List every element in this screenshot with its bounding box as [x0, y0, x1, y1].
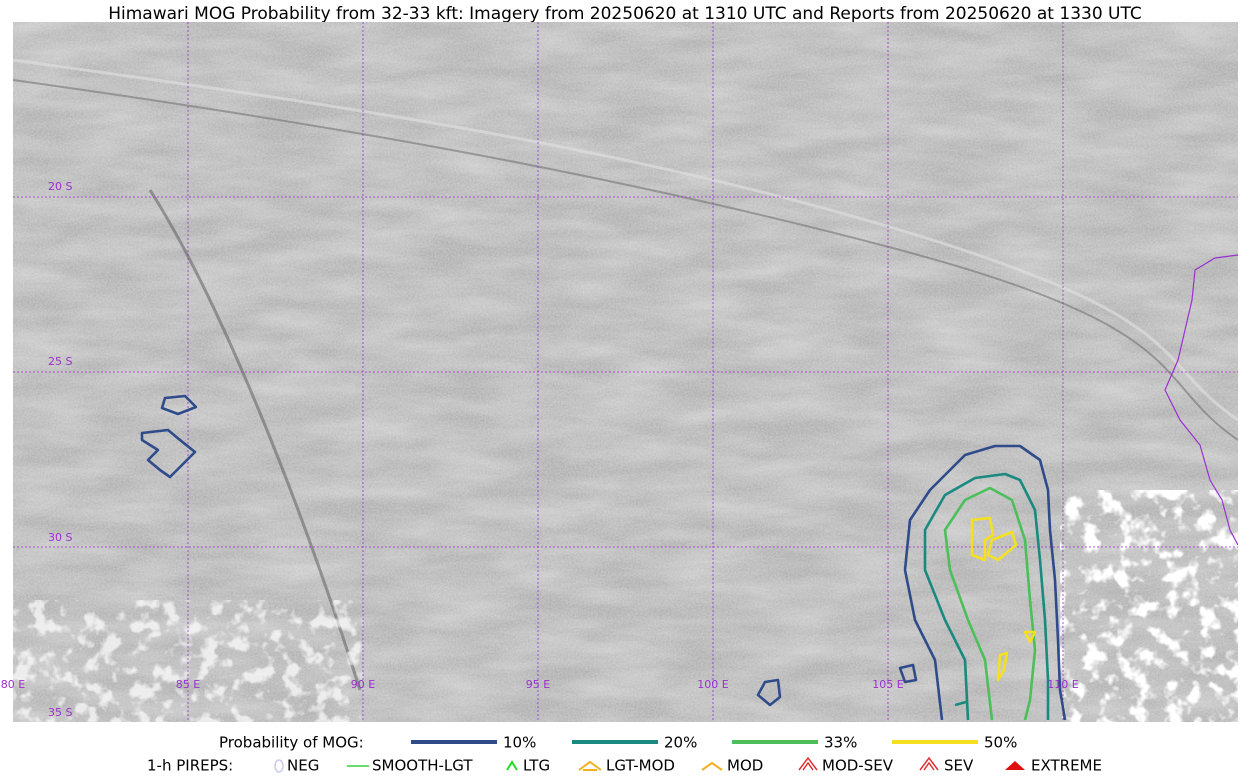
neg-icon [274, 759, 284, 773]
contour-20 [923, 472, 1050, 721]
map [13, 22, 1238, 722]
legend-item: SEV [944, 757, 974, 775]
legend-item: LGT-MOD [606, 757, 675, 775]
legend-title: Probability of MOG: [219, 734, 364, 752]
contour-10 [140, 394, 198, 479]
title: Himawari MOG Probability from 32-33 kft:… [108, 4, 1142, 24]
legend-title: 1-h PIREPS: [147, 757, 233, 775]
contour-50 [970, 516, 1037, 682]
legend-item: 20% [664, 734, 697, 752]
extreme-icon [1005, 761, 1025, 770]
legend-item: MOD [727, 757, 763, 775]
lon-label: 105 E [872, 678, 903, 691]
lat-label: 25 S [48, 355, 72, 368]
jet-streak [13, 58, 1238, 422]
lgt-mod-icon [578, 760, 602, 771]
legend-item: LTG [523, 757, 550, 775]
legend-item: 33% [824, 734, 857, 752]
lat-label: 20 S [48, 180, 72, 193]
lon-label: 95 E [526, 678, 550, 691]
coastline [1164, 254, 1238, 546]
contour-10 [756, 663, 918, 707]
probability-contours [140, 394, 1067, 721]
lon-label: 80 E [1, 678, 25, 691]
sev-icon [919, 756, 939, 771]
lat-label: 30 S [48, 531, 72, 544]
mod-sev-icon [798, 756, 818, 771]
legend-item: MOD-SEV [822, 757, 894, 775]
contour-33 [943, 486, 1037, 721]
lon-label: 100 E [697, 678, 728, 691]
legend-item: NEG [287, 757, 319, 775]
grid-labels: 20 S 25 S 30 S 35 S 80 E 85 E 90 E 95 E … [1, 180, 1079, 719]
ltg-icon [506, 760, 518, 771]
legend: Probability of MOG: 10% 20% 33% 50% 1-h … [147, 734, 1102, 775]
convective-clouds [1060, 490, 1238, 722]
legend-item: 10% [503, 734, 536, 752]
lon-label: 85 E [176, 678, 200, 691]
grid [13, 22, 1238, 722]
mod-icon [701, 761, 723, 771]
lon-label: 90 E [351, 678, 375, 691]
low-clouds [13, 600, 363, 722]
lat-label: 35 S [48, 706, 72, 719]
lon-label: 110 E [1047, 678, 1078, 691]
jet-streak [13, 79, 1238, 441]
contour-10 [903, 444, 1067, 721]
legend-item: 50% [984, 734, 1017, 752]
legend-item: EXTREME [1031, 757, 1102, 775]
legend-item: SMOOTH-LGT [372, 757, 473, 775]
contour-20 [954, 700, 967, 707]
